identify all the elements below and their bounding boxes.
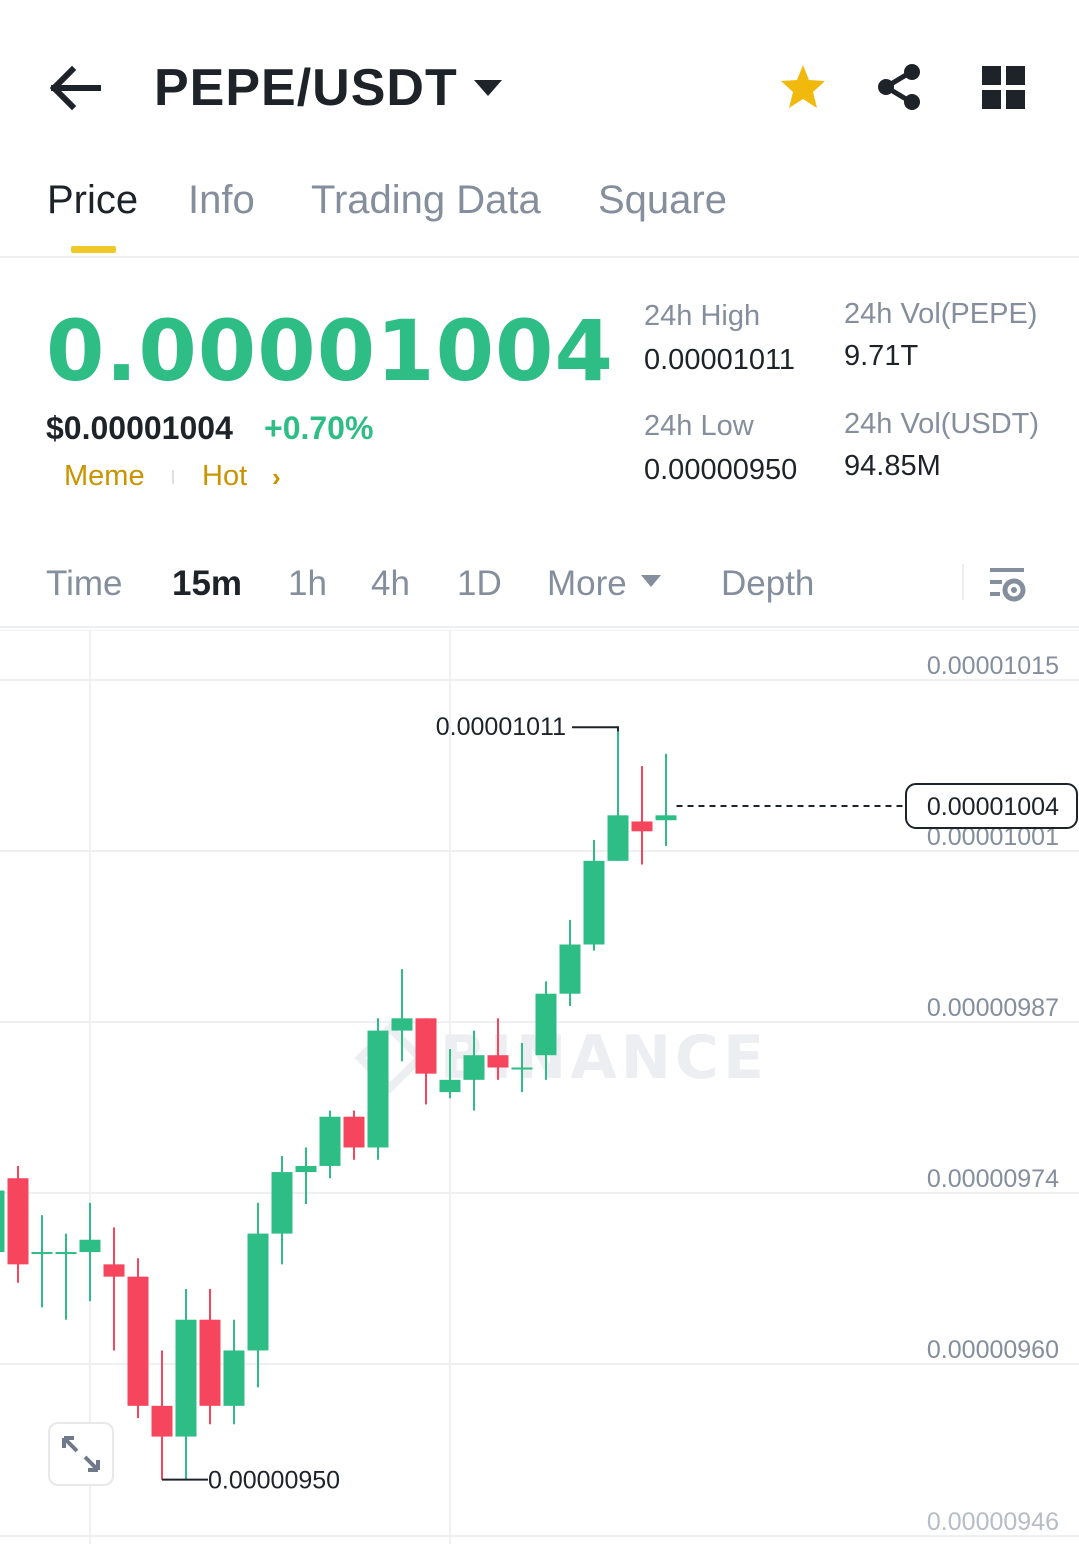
candle-up	[295, 1165, 317, 1173]
caret-down-icon	[474, 80, 502, 96]
y-axis-tick-label: 0.00000946	[927, 1508, 1059, 1536]
star-icon	[781, 65, 825, 108]
stat-vol-base-value: 9.71T	[844, 340, 919, 372]
depth-tab[interactable]: Depth	[721, 564, 815, 603]
y-axis-tick-label: 0.00000987	[927, 994, 1059, 1022]
candle-down	[7, 1178, 29, 1265]
high-marker-line	[572, 726, 619, 732]
expand-icon	[62, 1436, 100, 1472]
arrow-left-icon	[49, 65, 101, 111]
candlestick-chart[interactable]: BINANCE 0.00001015 0.00001001 0.00000987 0.0…	[0, 629, 1079, 1544]
low-marker-label: 0.00000950	[208, 1467, 340, 1495]
candle-up	[79, 1239, 101, 1253]
stat-low-label: 24h Low	[644, 410, 754, 442]
caret-down-icon	[641, 575, 661, 587]
share-button[interactable]	[874, 62, 924, 112]
interval-1h[interactable]: 1h	[288, 564, 327, 603]
candle-up	[175, 1319, 197, 1437]
tag-meme[interactable]: Meme	[64, 460, 145, 492]
candle-up	[271, 1172, 293, 1234]
chart-settings-icon	[990, 568, 1026, 602]
candle-up	[559, 944, 581, 994]
pair-title[interactable]: PEPE/USDT	[154, 59, 458, 117]
candle-down	[103, 1264, 125, 1277]
candle-up	[31, 1252, 53, 1255]
chevron-right-icon[interactable]: ›	[272, 462, 281, 492]
y-axis-tick-label: 0.00000960	[927, 1336, 1059, 1364]
candle-down	[487, 1055, 509, 1068]
tab-price[interactable]: Price	[47, 178, 139, 222]
candle-up	[463, 1055, 485, 1080]
app-header: PEPE/USDT	[0, 0, 1079, 170]
candle-up	[583, 860, 605, 945]
interval-1d[interactable]: 1D	[457, 564, 502, 603]
candle-up	[319, 1116, 341, 1166]
candle-down	[415, 1018, 437, 1074]
stat-vol-quote-label: 24h Vol(USDT)	[844, 408, 1040, 440]
candle-up	[607, 815, 629, 861]
candle-up	[0, 1190, 5, 1253]
stat-vol-quote-value: 94.85M	[844, 450, 941, 482]
interval-15m[interactable]: 15m	[172, 564, 243, 603]
candle-up	[655, 815, 677, 821]
pair-selector-button[interactable]	[472, 76, 504, 100]
interval-4h[interactable]: 4h	[371, 564, 410, 603]
back-button[interactable]	[48, 62, 104, 114]
candle-up	[55, 1252, 77, 1255]
interval-time[interactable]: Time	[46, 564, 123, 603]
candle-up	[223, 1350, 245, 1406]
share-icon	[878, 64, 920, 110]
tag-hot[interactable]: Hot	[202, 460, 248, 492]
candle-up	[439, 1079, 461, 1093]
grid-icon	[982, 66, 1025, 109]
tab-square[interactable]: Square	[598, 178, 727, 222]
price-change-percent: +0.70%	[264, 410, 374, 446]
high-marker-label: 0.00001011	[436, 713, 566, 741]
layout-grid-button[interactable]	[982, 66, 1026, 110]
stat-high-label: 24h High	[644, 300, 761, 332]
candle-down	[151, 1405, 173, 1437]
main-tabs: Price Info Trading Data Square	[0, 170, 1079, 258]
interval-more[interactable]: More	[547, 564, 627, 603]
favorite-button[interactable]	[778, 62, 828, 112]
divider	[962, 564, 964, 600]
usd-price: $0.00001004	[46, 410, 233, 446]
tab-info[interactable]: Info	[188, 178, 255, 222]
candle-down	[199, 1319, 221, 1406]
candle-down	[343, 1116, 365, 1148]
last-price-label: 0.00001004	[927, 793, 1059, 821]
y-axis-tick-label: 0.00001015	[927, 652, 1059, 680]
fullscreen-button[interactable]	[48, 1422, 114, 1486]
candle-down	[127, 1276, 149, 1406]
active-tab-indicator	[71, 246, 116, 253]
candle-up	[391, 1018, 413, 1031]
candle-up	[511, 1067, 533, 1070]
candle-up	[367, 1030, 389, 1148]
stat-high-value: 0.00001011	[644, 344, 796, 376]
interval-bar: Time 15m 1h 4h 1D More Depth	[0, 548, 1079, 628]
tab-trading-data[interactable]: Trading Data	[311, 178, 541, 222]
candle-up	[535, 993, 557, 1056]
last-price-tag	[905, 783, 1078, 829]
stat-vol-base-label: 24h Vol(PEPE)	[844, 298, 1038, 330]
y-axis-tick-label: 0.00000974	[927, 1165, 1059, 1193]
stat-low-value: 0.00000950	[644, 454, 798, 486]
chart-canvas: BINANCE0.000010150.000010010.000009870.0…	[0, 629, 1079, 1544]
candle-down	[631, 821, 653, 832]
chart-settings-button[interactable]	[986, 562, 1030, 606]
candle-up	[247, 1233, 269, 1351]
last-price: 0.00001004	[46, 302, 614, 400]
tag-divider	[172, 470, 174, 484]
